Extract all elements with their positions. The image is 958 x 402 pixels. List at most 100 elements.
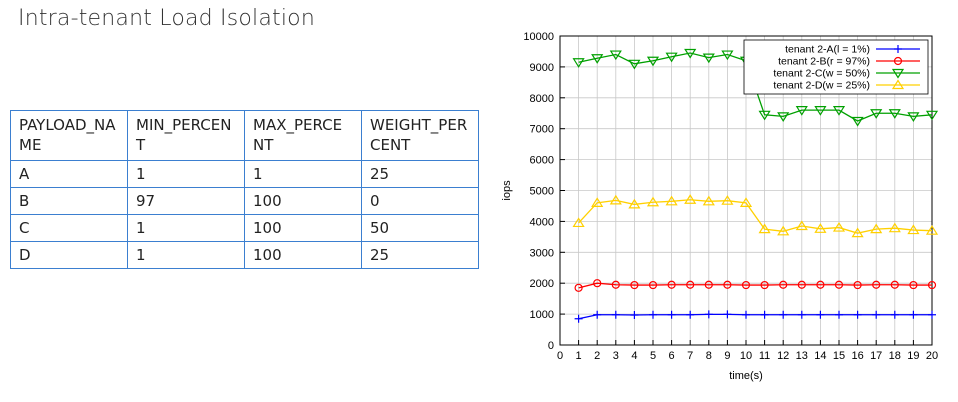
series-point bbox=[574, 283, 583, 292]
series-point bbox=[925, 110, 939, 121]
series-point bbox=[909, 310, 918, 319]
series-point bbox=[777, 225, 790, 236]
series-point bbox=[686, 280, 695, 289]
series-point bbox=[630, 280, 639, 290]
x-tick-label: 1 bbox=[576, 350, 582, 362]
table-cell: B bbox=[10, 187, 128, 215]
y-tick-label: 7000 bbox=[530, 124, 554, 136]
series-point bbox=[853, 280, 862, 290]
series-point bbox=[816, 280, 825, 289]
table-cell: 1 bbox=[127, 214, 245, 242]
series-point bbox=[890, 310, 899, 319]
series-point bbox=[742, 310, 750, 319]
series-point bbox=[646, 196, 660, 207]
table-cell: A bbox=[10, 160, 128, 188]
y-tick-label: 5000 bbox=[530, 186, 554, 198]
series-point bbox=[795, 106, 808, 116]
table-cell: 0 bbox=[361, 187, 479, 215]
series-point bbox=[665, 195, 678, 206]
series-point bbox=[909, 280, 918, 290]
y-tick-label: 2000 bbox=[530, 278, 554, 290]
plot-frame bbox=[559, 35, 933, 346]
series-point bbox=[797, 280, 806, 289]
table-cell: 100 bbox=[244, 214, 362, 242]
series-point bbox=[834, 280, 844, 289]
series-point bbox=[870, 223, 883, 234]
x-tick-label: 4 bbox=[631, 350, 637, 362]
series-point bbox=[739, 197, 753, 207]
series-point bbox=[832, 221, 846, 232]
iops-line-chart: 0 1 2 3 4 5 6 7 8 9 10 11 12 13 14 15 16 17 18 19 2001000200… bbox=[501, 31, 939, 382]
y-tick-label: 9000 bbox=[530, 62, 554, 74]
series-point bbox=[872, 280, 881, 289]
series-point bbox=[851, 116, 864, 127]
series-point bbox=[667, 310, 676, 319]
x-tick-label: 10 bbox=[740, 350, 752, 362]
series-point bbox=[797, 310, 806, 319]
series-point bbox=[779, 280, 788, 289]
table-row: A 1 1 25 bbox=[10, 160, 479, 188]
x-tick-label: 9 bbox=[724, 350, 730, 362]
series-point bbox=[795, 220, 808, 231]
series-point bbox=[574, 314, 583, 323]
series-point bbox=[704, 280, 713, 289]
table-cell: C bbox=[10, 214, 128, 242]
series-point bbox=[721, 195, 734, 205]
table-row: D 1 100 25 bbox=[10, 241, 479, 269]
series-point bbox=[591, 197, 604, 207]
series-point bbox=[611, 280, 620, 289]
x-tick-label: 19 bbox=[907, 350, 919, 362]
table-header-row: PAYLOAD_NAME MIN_PERCENT MAX_PERCENT WEI… bbox=[10, 110, 479, 161]
legend-label: tenant 2-C(w = 50%) bbox=[773, 68, 870, 80]
series-point bbox=[907, 112, 920, 122]
series-point bbox=[894, 45, 902, 53]
series-point bbox=[628, 198, 641, 209]
table-cell: 1 bbox=[244, 160, 362, 188]
page-title: Intra-tenant Load Isolation bbox=[18, 6, 315, 31]
x-tick-label: 5 bbox=[650, 350, 656, 362]
series-point bbox=[890, 280, 899, 289]
legend-label: tenant 2-D(w = 25%) bbox=[773, 80, 870, 92]
series-point bbox=[648, 280, 658, 290]
y-tick-label: 8000 bbox=[530, 93, 554, 105]
series-point bbox=[816, 310, 825, 319]
table-cell: D bbox=[10, 241, 128, 269]
x-tick-label: 14 bbox=[814, 350, 826, 362]
series-point bbox=[927, 280, 937, 290]
header-payload-name: PAYLOAD_NAME bbox=[10, 110, 128, 161]
payload-table: PAYLOAD_NAME MIN_PERCENT MAX_PERCENT WEI… bbox=[10, 110, 479, 269]
series-point bbox=[572, 217, 585, 228]
series-point bbox=[779, 310, 788, 319]
series-point bbox=[593, 279, 602, 288]
series-point bbox=[609, 50, 622, 61]
series-point bbox=[870, 109, 883, 119]
series-point bbox=[665, 52, 678, 63]
series-point bbox=[628, 59, 641, 70]
series-point bbox=[925, 225, 939, 235]
series-point bbox=[760, 310, 769, 319]
series-point bbox=[649, 310, 657, 319]
series-point bbox=[741, 280, 751, 290]
header-weight-percent: WEIGHT_PERCENT bbox=[361, 110, 479, 161]
series-point bbox=[891, 79, 905, 90]
series-point bbox=[593, 310, 602, 319]
series-point bbox=[907, 224, 920, 235]
x-tick-label: 11 bbox=[759, 350, 770, 362]
x-tick-label: 15 bbox=[833, 350, 845, 362]
series-point bbox=[684, 48, 697, 59]
legend-label: tenant 2-A(l = 1%) bbox=[785, 44, 870, 56]
series-point bbox=[851, 227, 864, 238]
x-tick-label: 6 bbox=[669, 350, 675, 362]
series-point bbox=[611, 310, 620, 319]
table-cell: 100 bbox=[244, 241, 362, 269]
legend-label: tenant 2-B(r = 97%) bbox=[778, 56, 870, 68]
table-cell: 25 bbox=[361, 160, 479, 188]
y-tick-label: 4000 bbox=[530, 216, 554, 228]
series-point bbox=[721, 50, 734, 61]
series-point bbox=[893, 56, 903, 66]
series-point bbox=[572, 58, 585, 68]
y-tick-label: 1000 bbox=[530, 309, 554, 321]
series-point bbox=[758, 110, 771, 121]
series-point bbox=[667, 280, 676, 289]
series-point bbox=[760, 280, 769, 290]
